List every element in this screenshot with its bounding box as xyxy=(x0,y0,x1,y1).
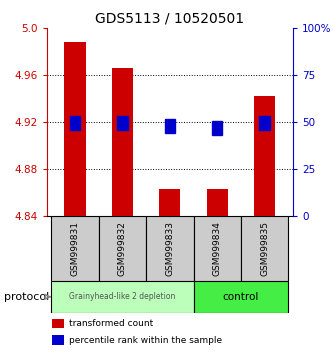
Bar xyxy=(254,96,275,216)
Text: GSM999835: GSM999835 xyxy=(260,221,269,276)
Bar xyxy=(112,68,133,216)
Bar xyxy=(259,116,270,130)
Text: percentile rank within the sample: percentile rank within the sample xyxy=(69,336,222,345)
Text: transformed count: transformed count xyxy=(69,319,153,328)
Text: GSM999832: GSM999832 xyxy=(118,221,127,276)
Text: protocol: protocol xyxy=(4,292,49,302)
Bar xyxy=(117,116,128,130)
Text: control: control xyxy=(223,292,259,302)
Bar xyxy=(193,216,241,281)
Bar xyxy=(51,216,99,281)
Bar xyxy=(206,189,228,216)
Bar xyxy=(52,319,64,328)
Text: Grainyhead-like 2 depletion: Grainyhead-like 2 depletion xyxy=(69,292,175,301)
Bar xyxy=(212,120,222,135)
Bar xyxy=(241,216,288,281)
Bar xyxy=(159,189,180,216)
Bar xyxy=(146,216,193,281)
Bar xyxy=(70,116,80,130)
Bar xyxy=(52,336,64,345)
Text: GSM999833: GSM999833 xyxy=(165,221,174,276)
Title: GDS5113 / 10520501: GDS5113 / 10520501 xyxy=(95,12,244,26)
Bar xyxy=(64,42,86,216)
Text: GSM999831: GSM999831 xyxy=(71,221,80,276)
Bar xyxy=(51,281,193,313)
Bar xyxy=(193,281,288,313)
Bar xyxy=(165,119,175,133)
Text: GSM999834: GSM999834 xyxy=(213,221,222,276)
Bar xyxy=(99,216,146,281)
